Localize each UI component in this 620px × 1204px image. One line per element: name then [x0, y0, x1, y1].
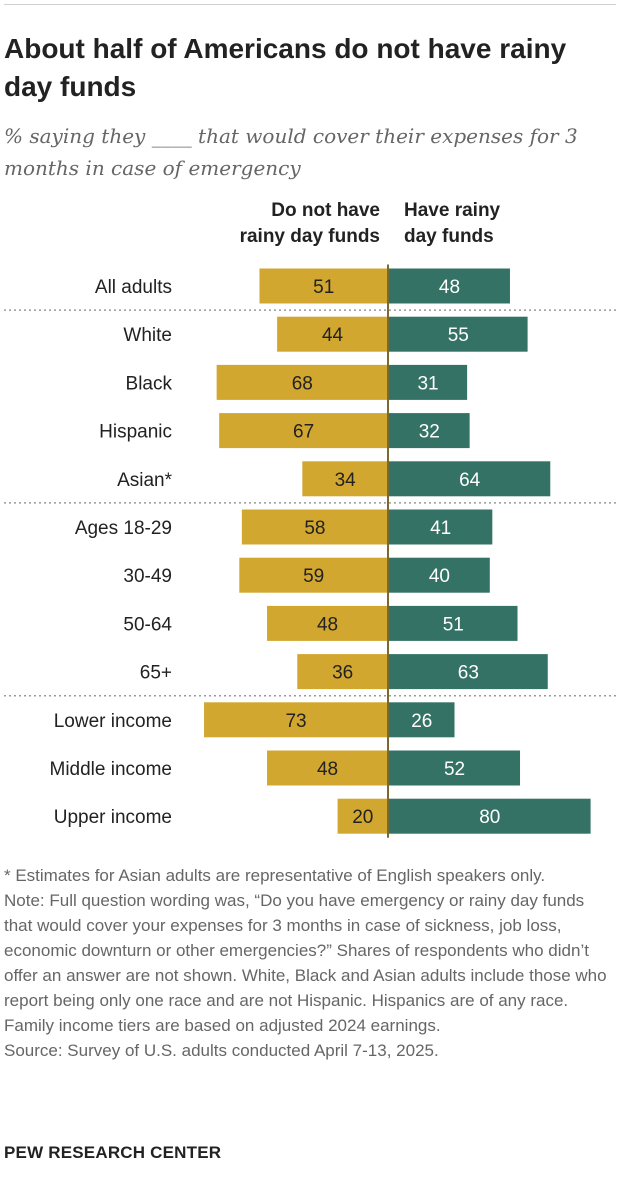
column-header-no-funds-line2: rainy day funds	[239, 226, 380, 247]
chart-subtitle: % saying they ____ that would cover thei…	[4, 124, 578, 180]
value-label-no-funds: 68	[292, 373, 313, 394]
diverging-bar-chart: All adults 51 48 White 44 55 Black 68 31 Hispanic…	[4, 264, 616, 838]
category-label: Middle income	[50, 759, 173, 780]
bar-have-funds	[389, 798, 591, 834]
category-label: 65+	[140, 663, 172, 684]
bar-have-funds	[389, 557, 490, 593]
value-label-have-funds: 31	[417, 373, 438, 394]
value-label-no-funds: 73	[285, 711, 306, 732]
bar-no-funds	[297, 654, 388, 690]
column-header-have-funds-line1: Have rainy	[404, 200, 501, 221]
category-label: Hispanic	[99, 422, 172, 443]
method-note: Note: Full question wording was, “Do you…	[4, 891, 607, 1035]
bar-have-funds	[389, 268, 510, 304]
value-label-no-funds: 48	[317, 614, 338, 635]
category-label: White	[123, 325, 172, 346]
chart-title: About half of Americans do not have rain…	[4, 33, 567, 102]
value-label-have-funds: 51	[443, 614, 464, 635]
bar-no-funds	[267, 750, 388, 786]
value-label-have-funds: 55	[448, 325, 469, 346]
value-label-have-funds: 48	[439, 277, 460, 298]
bar-no-funds	[204, 702, 388, 738]
value-label-have-funds: 26	[411, 711, 432, 732]
column-header-have-funds-line2: day funds	[404, 226, 494, 247]
bar-no-funds	[277, 316, 388, 352]
column-header-no-funds: Do not have rainy day funds	[180, 198, 380, 250]
category-label: Lower income	[54, 711, 172, 732]
bar-have-funds	[389, 750, 521, 786]
value-label-have-funds: 80	[479, 807, 500, 828]
value-label-no-funds: 51	[313, 277, 334, 298]
value-label-have-funds: 64	[459, 470, 481, 491]
bar-no-funds	[241, 509, 388, 545]
category-label: All adults	[95, 277, 172, 298]
category-label: Ages 18-29	[75, 518, 172, 539]
bar-no-funds	[302, 461, 388, 497]
value-label-no-funds: 36	[332, 663, 353, 684]
bar-have-funds	[389, 461, 551, 497]
asterisk-note: * Estimates for Asian adults are represe…	[4, 866, 546, 885]
value-label-have-funds: 41	[430, 518, 451, 539]
value-label-have-funds: 63	[458, 663, 479, 684]
bar-no-funds	[216, 364, 388, 400]
category-label: 30-49	[123, 566, 172, 587]
bar-have-funds	[389, 605, 518, 641]
value-label-have-funds: 52	[444, 759, 465, 780]
bar-no-funds	[259, 268, 388, 304]
column-header-no-funds-line1: Do not have	[271, 200, 380, 221]
value-label-have-funds: 40	[429, 566, 450, 587]
value-label-no-funds: 59	[303, 566, 324, 587]
value-label-no-funds: 20	[352, 807, 373, 828]
bar-no-funds	[267, 605, 388, 641]
top-rule	[4, 4, 616, 5]
brand-logo-text: PEW RESEARCH CENTER	[4, 1143, 222, 1162]
value-label-no-funds: 67	[293, 422, 314, 443]
value-label-no-funds: 48	[317, 759, 338, 780]
bar-have-funds	[389, 364, 468, 400]
notes-block: * Estimates for Asian adults are represe…	[4, 863, 614, 1063]
source-note: Source: Survey of U.S. adults conducted …	[4, 1041, 439, 1060]
value-label-have-funds: 32	[419, 422, 440, 443]
category-label: Upper income	[54, 807, 172, 828]
bar-have-funds	[389, 413, 470, 449]
bar-have-funds	[389, 316, 528, 352]
bar-have-funds	[389, 654, 548, 690]
category-label: Asian*	[117, 470, 173, 491]
bar-no-funds	[337, 798, 388, 834]
value-label-no-funds: 58	[304, 518, 325, 539]
bar-no-funds	[239, 557, 388, 593]
bar-have-funds	[389, 509, 493, 545]
category-label: 50-64	[123, 614, 172, 635]
bar-have-funds	[389, 702, 455, 738]
bar-no-funds	[219, 413, 388, 449]
value-label-no-funds: 44	[322, 325, 344, 346]
category-label: Black	[126, 373, 173, 394]
value-label-no-funds: 34	[335, 470, 357, 491]
column-header-have-funds: Have rainy day funds	[404, 198, 604, 250]
